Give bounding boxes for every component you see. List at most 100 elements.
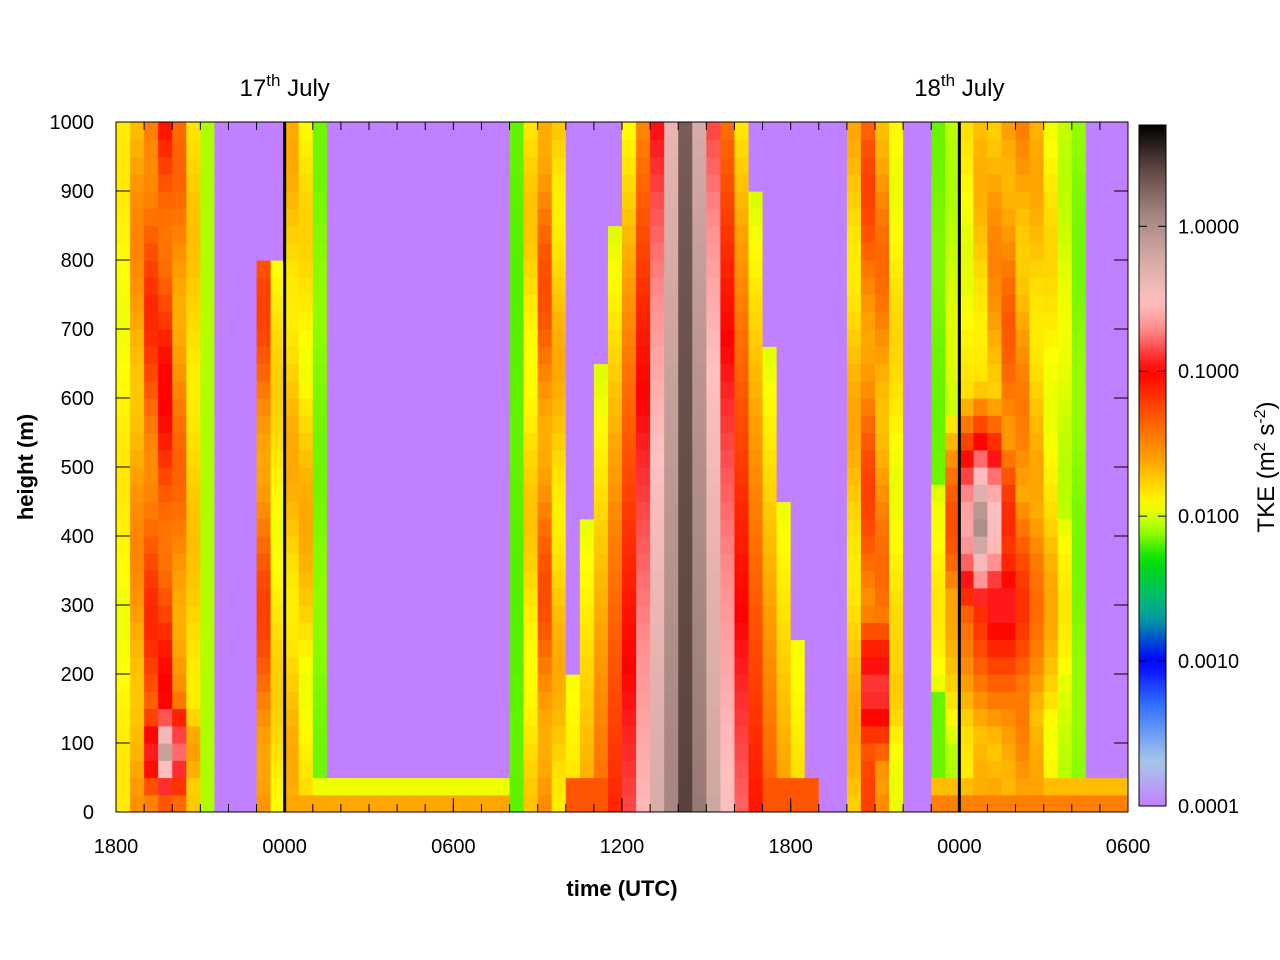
heatmap-cell — [917, 691, 932, 710]
heatmap-cell — [523, 777, 539, 796]
heatmap-cell — [481, 674, 497, 692]
heatmap-cell — [579, 173, 595, 192]
heatmap-cell — [326, 691, 342, 710]
heatmap-cell — [1071, 794, 1087, 812]
heatmap-cell — [889, 674, 904, 692]
heatmap-cell — [734, 725, 750, 744]
heatmap-cell — [144, 794, 159, 812]
heatmap-cell — [242, 139, 258, 158]
heatmap-cell — [875, 398, 890, 416]
heatmap-cell — [664, 398, 679, 416]
heatmap-cell — [636, 208, 651, 227]
heatmap-cell — [509, 415, 525, 434]
heatmap-cell — [1015, 294, 1031, 313]
heatmap-cell — [579, 449, 595, 468]
heatmap-cell — [636, 294, 651, 313]
heatmap-cell — [256, 725, 272, 744]
heatmap-cell — [509, 639, 525, 658]
heatmap-cell — [804, 656, 820, 675]
heatmap-cell — [875, 311, 890, 330]
heatmap-cell — [340, 484, 356, 503]
heatmap-cell — [1085, 432, 1101, 451]
heatmap-cell — [1015, 346, 1031, 365]
heatmap-cell — [917, 639, 932, 658]
heatmap-cell — [172, 691, 187, 710]
heatmap-cell — [846, 674, 862, 692]
heatmap-cell — [383, 518, 398, 537]
heatmap-cell — [593, 260, 609, 278]
heatmap-cell — [931, 760, 946, 779]
heatmap-cell — [776, 122, 792, 140]
heatmap-cell — [1029, 553, 1045, 572]
heatmap-cell — [1057, 708, 1073, 727]
heatmap-cell — [776, 173, 792, 192]
heatmap-cell — [1001, 691, 1017, 710]
heatmap-cell — [790, 536, 806, 554]
heatmap-cell — [186, 173, 201, 192]
heatmap-cell — [706, 242, 721, 261]
heatmap-cell — [832, 518, 848, 537]
heatmap-cell — [917, 777, 932, 796]
heatmap-cell — [1113, 570, 1128, 589]
heatmap-cell — [818, 518, 834, 537]
heatmap-cell — [1085, 570, 1101, 589]
heatmap-cell — [340, 225, 356, 244]
heatmap-cell — [495, 691, 511, 710]
heatmap-cell — [509, 380, 525, 399]
heatmap-cell — [860, 656, 876, 675]
heatmap-cell — [889, 242, 904, 261]
heatmap-cell — [1071, 484, 1087, 503]
heatmap-cell — [748, 777, 764, 796]
heatmap-cell — [425, 639, 440, 658]
heatmap-cell — [186, 156, 201, 175]
heatmap-cell — [537, 311, 553, 330]
heatmap-cell — [284, 380, 300, 399]
heatmap-cell — [298, 691, 314, 710]
heatmap-cell — [495, 587, 511, 606]
heatmap-cell — [1099, 570, 1115, 589]
heatmap-cell — [678, 570, 693, 589]
heatmap-cell — [1071, 363, 1087, 382]
heatmap-cell — [397, 122, 412, 140]
heatmap-cell — [172, 449, 187, 468]
heatmap-cell — [945, 639, 960, 658]
heatmap-cell — [846, 656, 862, 675]
colorbar-title-part2: s — [1253, 424, 1280, 443]
heatmap-cell — [1057, 553, 1073, 572]
heatmap-cell — [537, 122, 553, 140]
heatmap-cell — [214, 743, 230, 761]
heatmap-cell — [565, 553, 581, 572]
heatmap-cell — [917, 363, 932, 382]
heatmap-cell — [453, 449, 468, 468]
heatmap-cell — [593, 501, 609, 520]
heatmap-cell — [650, 225, 665, 244]
heatmap-cell — [425, 553, 440, 572]
heatmap-cell — [551, 415, 567, 434]
heatmap-cell — [242, 225, 258, 244]
heatmap-cell — [762, 484, 778, 503]
heatmap-cell — [917, 329, 932, 347]
heatmap-cell — [720, 398, 736, 416]
heatmap-cell — [298, 156, 314, 175]
heatmap-cell — [144, 173, 159, 192]
heatmap-cell — [734, 656, 750, 675]
heatmap-cell — [706, 743, 721, 761]
heatmap-cell — [565, 139, 581, 158]
heatmap-cell — [903, 536, 918, 554]
heatmap-cell — [1099, 622, 1115, 641]
heatmap-cell — [931, 156, 946, 175]
heatmap-cell — [354, 449, 370, 468]
heatmap-cell — [804, 260, 820, 278]
heatmap-cell — [228, 277, 244, 296]
heatmap-cell — [284, 605, 300, 623]
heatmap-cell — [579, 587, 595, 606]
heatmap-cell — [354, 518, 370, 537]
heatmap-cell — [200, 432, 215, 451]
heatmap-cell — [1015, 656, 1031, 675]
heatmap-cell — [481, 656, 497, 675]
heatmap-cell — [692, 760, 707, 779]
y-tick-label: 900 — [61, 181, 94, 203]
heatmap-cell — [860, 501, 876, 520]
heatmap-cell — [959, 380, 974, 399]
heatmap-cell — [312, 380, 328, 399]
